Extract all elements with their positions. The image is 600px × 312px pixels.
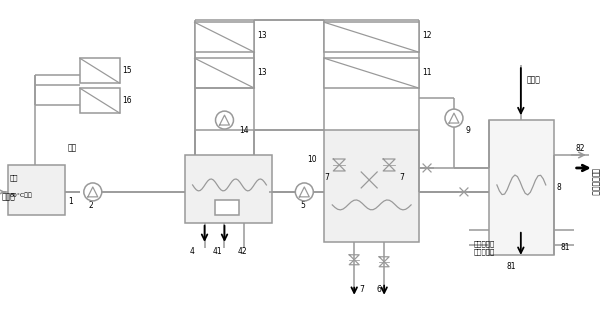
Text: 9: 9: [466, 125, 471, 134]
Text: 发电: 发电: [10, 175, 19, 181]
Text: 10: 10: [307, 155, 317, 164]
Bar: [324, 22, 419, 52]
Circle shape: [295, 183, 313, 201]
Text: 5: 5: [300, 201, 305, 210]
Text: 自来水: 自来水: [527, 76, 541, 85]
Text: 发电: 发电: [68, 144, 77, 153]
Circle shape: [215, 111, 233, 129]
Text: 14: 14: [239, 125, 249, 134]
Bar: [80, 88, 120, 113]
Text: 12: 12: [422, 31, 431, 40]
Text: 41: 41: [212, 247, 222, 256]
Text: 13: 13: [257, 68, 267, 77]
Text: 42: 42: [238, 247, 247, 256]
Text: 11: 11: [422, 68, 431, 77]
Bar: [324, 130, 419, 242]
Text: 天然气: 天然气: [2, 193, 16, 202]
Text: 80°C热水: 80°C热水: [10, 192, 33, 198]
Bar: [194, 58, 254, 88]
Bar: [215, 200, 239, 215]
Text: 7: 7: [399, 173, 404, 183]
Circle shape: [445, 109, 463, 127]
Text: 13: 13: [257, 31, 267, 40]
Circle shape: [84, 183, 102, 201]
Text: 15: 15: [122, 66, 131, 75]
Text: 4: 4: [190, 247, 194, 256]
Text: 8: 8: [557, 183, 562, 193]
Bar: [324, 58, 419, 88]
Text: 供应卫生热水: 供应卫生热水: [590, 168, 599, 196]
Bar: [8, 165, 65, 215]
Bar: [194, 22, 254, 52]
Text: 81: 81: [561, 243, 570, 252]
Bar: [185, 155, 272, 223]
Text: 81: 81: [507, 262, 517, 271]
Bar: [80, 58, 120, 83]
Text: 6: 6: [376, 285, 381, 294]
Text: 7: 7: [359, 285, 364, 294]
Text: 用于卒洗、
洗车、拖地: 用于卒洗、 洗车、拖地: [474, 241, 495, 255]
Bar: [489, 120, 554, 255]
Text: 7: 7: [324, 173, 329, 183]
Text: 82: 82: [576, 144, 585, 153]
Text: 1: 1: [68, 197, 73, 207]
Text: 2: 2: [88, 201, 93, 210]
Text: 16: 16: [122, 95, 131, 105]
